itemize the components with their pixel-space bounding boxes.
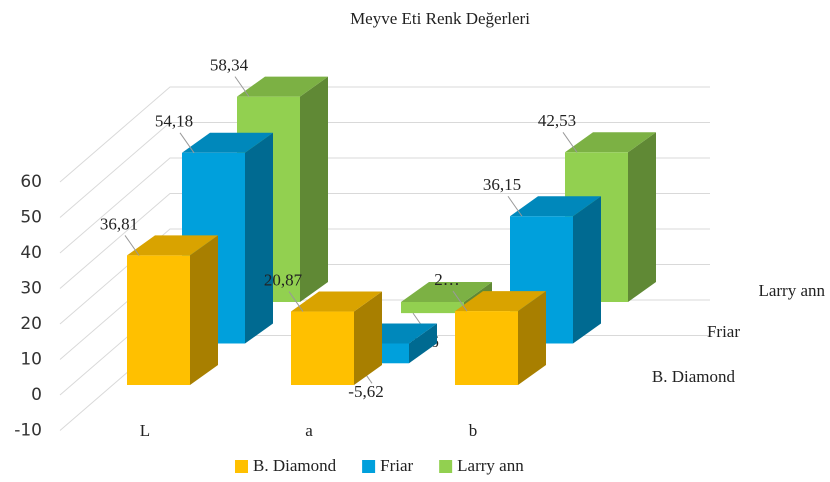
bar-front bbox=[455, 311, 518, 385]
data-label: -5,62 bbox=[348, 382, 383, 401]
bar-side bbox=[354, 291, 382, 385]
leader-line bbox=[124, 235, 140, 256]
legend-label: Larry ann bbox=[457, 456, 524, 475]
depth-label: Larry ann bbox=[758, 281, 825, 300]
x-tick-label: b bbox=[469, 421, 478, 440]
grid-line bbox=[59, 122, 710, 218]
legend-label: Friar bbox=[380, 456, 413, 475]
data-label: 36,15 bbox=[483, 175, 521, 194]
grid-line bbox=[59, 193, 710, 289]
leader-line bbox=[234, 76, 250, 97]
bar-side bbox=[300, 76, 328, 302]
leader-line bbox=[507, 195, 523, 217]
y-tick-label: 20 bbox=[20, 314, 42, 334]
data-label: 58,34 bbox=[210, 56, 249, 75]
data-label: 42,53 bbox=[538, 111, 576, 130]
leader-line bbox=[179, 132, 195, 154]
bar-front bbox=[127, 255, 190, 385]
y-tick-label: 50 bbox=[20, 208, 42, 228]
grid-line bbox=[59, 86, 710, 183]
bar-top bbox=[127, 235, 218, 256]
bar-side bbox=[518, 291, 546, 385]
leader-line bbox=[452, 290, 468, 312]
bar-top bbox=[510, 196, 601, 217]
chart-title: Meyve Eti Renk Değerleri bbox=[350, 9, 530, 28]
legend-swatch bbox=[235, 460, 248, 473]
bar bbox=[455, 291, 546, 385]
bar-top bbox=[401, 282, 492, 302]
grid-line bbox=[59, 157, 710, 254]
bar-front bbox=[401, 302, 464, 314]
depth-label: B. Diamond bbox=[652, 367, 736, 386]
bar-top bbox=[455, 291, 546, 312]
legend-swatch bbox=[439, 460, 453, 473]
data-label: 54,18 bbox=[155, 112, 193, 131]
y-tick-label: -10 bbox=[14, 421, 42, 441]
y-tick-label: 60 bbox=[20, 172, 42, 192]
leader-line bbox=[562, 132, 578, 153]
depth-label: Friar bbox=[707, 322, 740, 341]
legend-swatch bbox=[362, 460, 376, 473]
bar-side bbox=[409, 323, 437, 364]
bar-top bbox=[565, 132, 656, 153]
bar-front bbox=[291, 311, 354, 385]
bar-side bbox=[190, 235, 218, 385]
leader-line bbox=[288, 291, 304, 312]
bar bbox=[291, 291, 382, 385]
y-tick-label: 40 bbox=[20, 243, 42, 263]
bar-side bbox=[573, 196, 601, 344]
data-label: 36,81 bbox=[100, 214, 138, 233]
bar-side bbox=[628, 132, 656, 302]
bar bbox=[127, 235, 218, 385]
y-tick-label: 10 bbox=[20, 350, 42, 370]
x-tick-label: L bbox=[140, 421, 150, 440]
bar-top bbox=[237, 76, 328, 97]
y-tick-label: 0 bbox=[31, 385, 42, 405]
data-label: 2… bbox=[434, 270, 460, 289]
y-tick-label: 30 bbox=[20, 279, 42, 299]
bar-top bbox=[182, 132, 273, 153]
legend-label: B. Diamond bbox=[253, 456, 337, 475]
x-tick-label: a bbox=[305, 421, 313, 440]
data-label: 20,87 bbox=[264, 270, 303, 289]
bar-side bbox=[245, 132, 273, 344]
bar-top bbox=[291, 291, 382, 312]
